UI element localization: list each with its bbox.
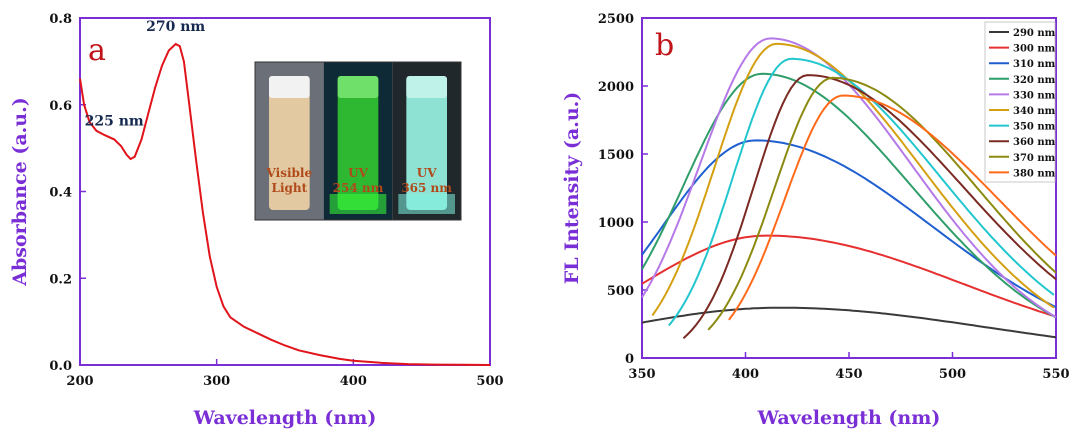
x-tick-label: 500 xyxy=(939,367,966,382)
cuvette-cap xyxy=(406,76,447,98)
cuvette xyxy=(337,76,379,210)
x-tick-label: 200 xyxy=(66,374,93,389)
legend-entry: 290 nm xyxy=(1013,28,1056,39)
fl-series-line xyxy=(668,57,1055,327)
legend-box xyxy=(984,21,1056,183)
cuvette xyxy=(269,76,310,210)
fl-series-line xyxy=(707,76,1057,331)
panel-a-x-axis-label: Wavelength (nm) xyxy=(193,407,377,429)
inset-border xyxy=(254,61,462,221)
fl-series-line xyxy=(641,72,1057,319)
panel-b-y-axis-label: FL Intensity (a.u.) xyxy=(561,92,583,285)
legend-entry: 370 nm xyxy=(1013,153,1056,164)
panel-b-ticks: 350 400 450 500 550 0 500 1000 1500 2000 2500 xyxy=(598,12,1070,382)
y-tick-label: 0.2 xyxy=(49,272,72,287)
panel-b-x-axis-label: Wavelength (nm) xyxy=(757,407,941,429)
cuvette-cap xyxy=(337,76,379,98)
panel-a-annotations: 225 nm 270 nm xyxy=(85,19,206,130)
fl-series-line xyxy=(682,74,1057,340)
legend-entry: 340 nm xyxy=(1013,106,1056,117)
y-tick-label: 0.8 xyxy=(49,12,72,27)
y-tick-label: 2000 xyxy=(598,80,634,95)
absorbance-series-line xyxy=(79,42,491,366)
y-tick-label: 0.6 xyxy=(49,99,72,114)
y-tick-label: 2500 xyxy=(598,12,634,27)
y-tick-label: 1000 xyxy=(598,216,634,231)
x-tick-label: 350 xyxy=(628,367,655,382)
legend-entry: 350 nm xyxy=(1013,122,1056,133)
x-tick-label: 550 xyxy=(1042,367,1069,382)
y-tick-label: 0 xyxy=(625,352,634,367)
fluorescence-glow xyxy=(398,194,455,214)
cuvette-cap xyxy=(269,76,310,98)
legend-entry: 300 nm xyxy=(1013,44,1056,55)
panel-b-series xyxy=(641,37,1057,340)
panel-a-absorbance-chart: 200 300 400 500 0.0 0.2 0.4 0.6 0.8 VisibleLight… xyxy=(9,12,504,429)
peak-annotation: 225 nm xyxy=(85,114,144,130)
legend-entry: 330 nm xyxy=(1013,90,1056,101)
y-tick-label: 1500 xyxy=(598,148,634,163)
panel-b-label: b xyxy=(655,28,674,63)
x-tick-label: 400 xyxy=(340,374,367,389)
inset-label: Light xyxy=(272,181,308,195)
fl-series-line xyxy=(728,94,1057,321)
legend-entry: 320 nm xyxy=(1013,75,1056,86)
x-tick-label: 400 xyxy=(732,367,759,382)
y-tick-label: 500 xyxy=(607,284,634,299)
panel-b-fluorescence-chart: 350 400 450 500 550 0 500 1000 1500 2000 2500 290 … xyxy=(561,12,1070,429)
panel-a-y-axis-label: Absorbance (a.u.) xyxy=(9,97,31,286)
y-tick-label: 0.4 xyxy=(49,186,72,201)
panel-a-series xyxy=(79,42,491,366)
panel-a-label: a xyxy=(88,33,106,68)
cuvette xyxy=(406,76,447,210)
inset-label: UV xyxy=(417,166,437,180)
inset-label: UV xyxy=(348,166,368,180)
panel-a-ticks: 200 300 400 500 0.0 0.2 0.4 0.6 0.8 xyxy=(49,12,503,389)
legend-entry: 360 nm xyxy=(1013,137,1056,148)
x-tick-label: 500 xyxy=(476,374,503,389)
fl-series-line xyxy=(641,306,1057,339)
x-tick-label: 450 xyxy=(835,367,862,382)
fluorescence-glow xyxy=(329,194,387,214)
y-tick-label: 0.0 xyxy=(49,359,72,374)
inset-label: 254 nm xyxy=(333,181,384,195)
inset-label: 365 nm xyxy=(401,181,452,195)
legend-entry: 380 nm xyxy=(1013,168,1056,179)
peak-annotation: 270 nm xyxy=(146,19,205,35)
inset-label: Visible xyxy=(266,166,313,180)
x-tick-label: 300 xyxy=(203,374,230,389)
fl-series-line xyxy=(641,234,1057,318)
legend-entry: 310 nm xyxy=(1013,59,1056,70)
panel-b-legend: 290 nm 300 nm 310 nm 320 nm 330 nm 340 nm 350 … xyxy=(984,21,1056,183)
